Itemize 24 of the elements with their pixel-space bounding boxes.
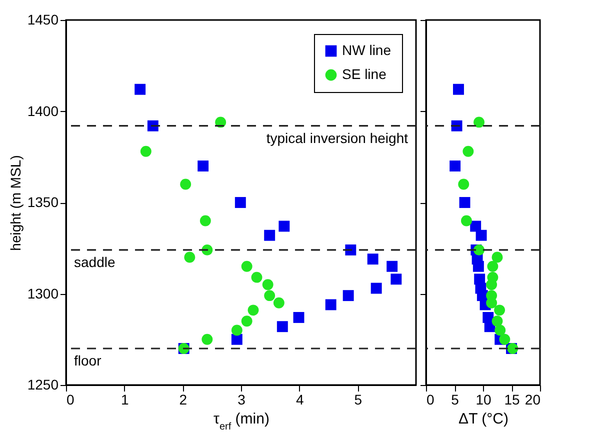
y-tick-label: 1350 [27, 194, 59, 210]
x-tick-label: 4 [296, 392, 304, 408]
x-tick-label: 2 [179, 392, 188, 408]
x-tick-label: 15 [504, 392, 520, 408]
y-tick-label: 1400 [27, 102, 59, 119]
y-tick-label: 1250 [27, 376, 59, 392]
y-axis-title: height (m MSL) [7, 155, 24, 251]
x-tick-label: 20 [524, 392, 541, 408]
legend-label: NW line [342, 42, 392, 58]
ref-line-label: floor [74, 352, 102, 368]
x-axis-title: ΔT (°C) [458, 410, 508, 428]
x-tick-label: 0 [426, 392, 434, 408]
x-tick-label: 5 [451, 392, 460, 408]
x-axis-title: τ$_{erf}$ (min) [214, 410, 270, 432]
x-tick-label: 0 [66, 392, 74, 408]
x-tick-label: 5 [354, 392, 362, 408]
x-tick-label: 10 [476, 392, 492, 408]
ref-line-label: typical inversion height [266, 130, 408, 146]
x-tick-label: 1 [120, 392, 129, 408]
ref-line-label: saddle [74, 254, 116, 270]
y-tick-label: 1300 [27, 285, 59, 302]
y-tick-label: 1450 [27, 12, 59, 28]
x-tick-label: 3 [238, 392, 246, 408]
legend-label: SE line [342, 66, 387, 82]
